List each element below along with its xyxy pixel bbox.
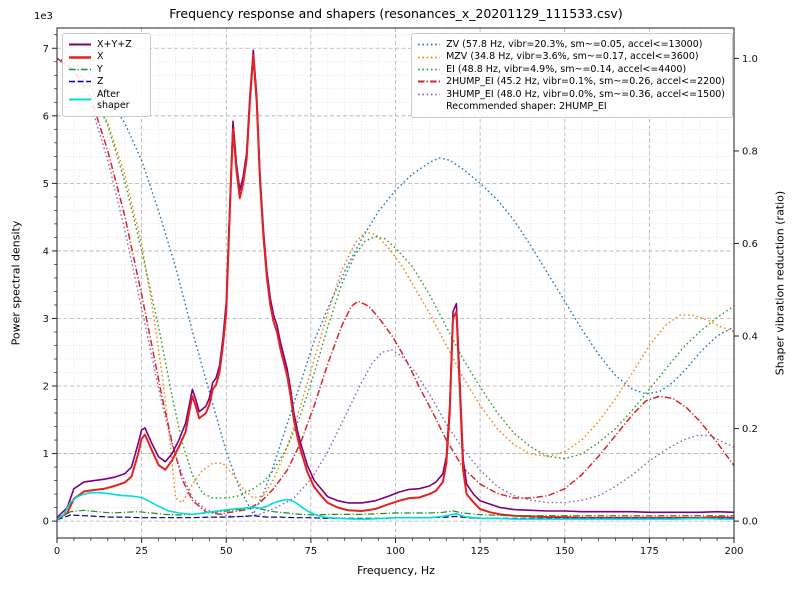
legend-note: Recommended shaper: 2HUMP_EI xyxy=(446,100,607,112)
series-zv xyxy=(57,57,734,515)
legend-entry-z: Z xyxy=(68,76,143,87)
y-right-tick-label: 0.2 xyxy=(742,424,758,435)
legend-psd: X+Y+Z X Y Z After shaper xyxy=(62,33,151,118)
legend-line-2hump-ei-icon xyxy=(418,80,441,83)
y-right-tick-label: 1.0 xyxy=(742,54,758,65)
x-tick-label: 200 xyxy=(724,546,743,557)
x-tick-label: 75 xyxy=(305,546,318,557)
y-axis-offset-text: 1e3 xyxy=(34,11,53,22)
series-mzv xyxy=(57,57,734,504)
y-right-tick-label: 0.6 xyxy=(742,239,758,250)
legend-label: After shaper xyxy=(97,88,130,111)
legend-label: Z xyxy=(97,76,104,88)
legend-line-y-icon xyxy=(69,68,91,71)
x-tick-label: 0 xyxy=(54,546,60,557)
y-axis-label-left: Power spectral density xyxy=(9,220,23,346)
legend-label: X+Y+Z xyxy=(97,39,132,50)
legend-entry-3hump-ei: 3HUMP_EI (48.0 Hz, vibr=0.0%, sm~=0.36, … xyxy=(417,89,725,100)
legend-label: MZV (34.8 Hz, vibr=3.6%, sm~=0.17, accel… xyxy=(446,51,699,63)
legend-entry-x: X xyxy=(68,51,143,62)
legend-line-ei-icon xyxy=(418,68,441,71)
legend-label: EI (48.8 Hz, vibr=4.9%, sm~=0.14, accel<… xyxy=(446,63,687,75)
legend-entry-after-shaper: After shaper xyxy=(68,89,143,112)
y-left-tick-label: 2 xyxy=(43,382,49,393)
x-tick-label: 125 xyxy=(471,546,490,557)
legend-line-3hump-ei-icon xyxy=(418,93,441,96)
series-x-y-z xyxy=(57,49,734,519)
chart-title: Frequency response and shapers (resonanc… xyxy=(169,6,623,21)
y-left-tick-label: 1 xyxy=(43,449,49,460)
series-after-shaper xyxy=(57,491,734,521)
x-tick-label: 175 xyxy=(640,546,659,557)
legend-line-after-shaper-icon xyxy=(69,98,91,101)
legend-label: 3HUMP_EI (48.0 Hz, vibr=0.0%, sm~=0.36, … xyxy=(446,88,725,100)
legend-line-x-y-z-icon xyxy=(69,43,91,46)
legend-entry-zv: ZV (57.8 Hz, vibr=20.3%, sm~=0.05, accel… xyxy=(417,39,725,50)
legend-label: ZV (57.8 Hz, vibr=20.3%, sm~=0.05, accel… xyxy=(446,39,703,50)
x-tick-label: 100 xyxy=(386,546,405,557)
y-right-tick-label: 0.0 xyxy=(742,517,758,528)
x-axis-label: Frequency, Hz xyxy=(357,564,435,577)
x-tick-label: 50 xyxy=(220,546,233,557)
legend-line-mzv-icon xyxy=(418,56,441,58)
y-left-tick-label: 0 xyxy=(43,517,49,528)
series-x xyxy=(57,54,734,520)
y-left-tick-label: 6 xyxy=(43,111,49,122)
series-ei xyxy=(57,57,734,499)
x-tick-label: 25 xyxy=(135,546,148,557)
legend-entry-mzv: MZV (34.8 Hz, vibr=3.6%, sm~=0.17, accel… xyxy=(417,51,725,62)
y-right-tick-label: 0.8 xyxy=(742,146,758,157)
series-y xyxy=(57,507,734,521)
legend-line-x-icon xyxy=(69,55,91,59)
legend-entry-ei: EI (48.8 Hz, vibr=4.9%, sm~=0.14, accel<… xyxy=(417,64,725,75)
legend-line-z-icon xyxy=(69,81,91,83)
legend-label: X xyxy=(97,51,104,63)
legend-entry-y: Y xyxy=(68,64,143,75)
y-right-tick-label: 0.4 xyxy=(742,332,758,343)
series-3hump-ei xyxy=(57,57,734,518)
legend-entry-x-y-z: X+Y+Z xyxy=(68,39,143,50)
x-tick-label: 150 xyxy=(555,546,574,557)
y-left-tick-label: 5 xyxy=(43,179,49,190)
legend-line-zv-icon xyxy=(418,43,441,46)
legend-shapers: ZV (57.8 Hz, vibr=20.3%, sm~=0.05, accel… xyxy=(411,33,733,119)
y-left-tick-label: 7 xyxy=(43,44,49,55)
legend-label: 2HUMP_EI (45.2 Hz, vibr=0.1%, sm~=0.26, … xyxy=(446,76,725,88)
legend-label: Y xyxy=(97,63,103,75)
y-left-tick-label: 4 xyxy=(43,246,49,257)
legend-entry-2hump-ei: 2HUMP_EI (45.2 Hz, vibr=0.1%, sm~=0.26, … xyxy=(417,76,725,87)
y-axis-label-right: Shaper vibration reduction (ratio) xyxy=(773,190,787,376)
y-left-tick-label: 3 xyxy=(43,314,49,325)
